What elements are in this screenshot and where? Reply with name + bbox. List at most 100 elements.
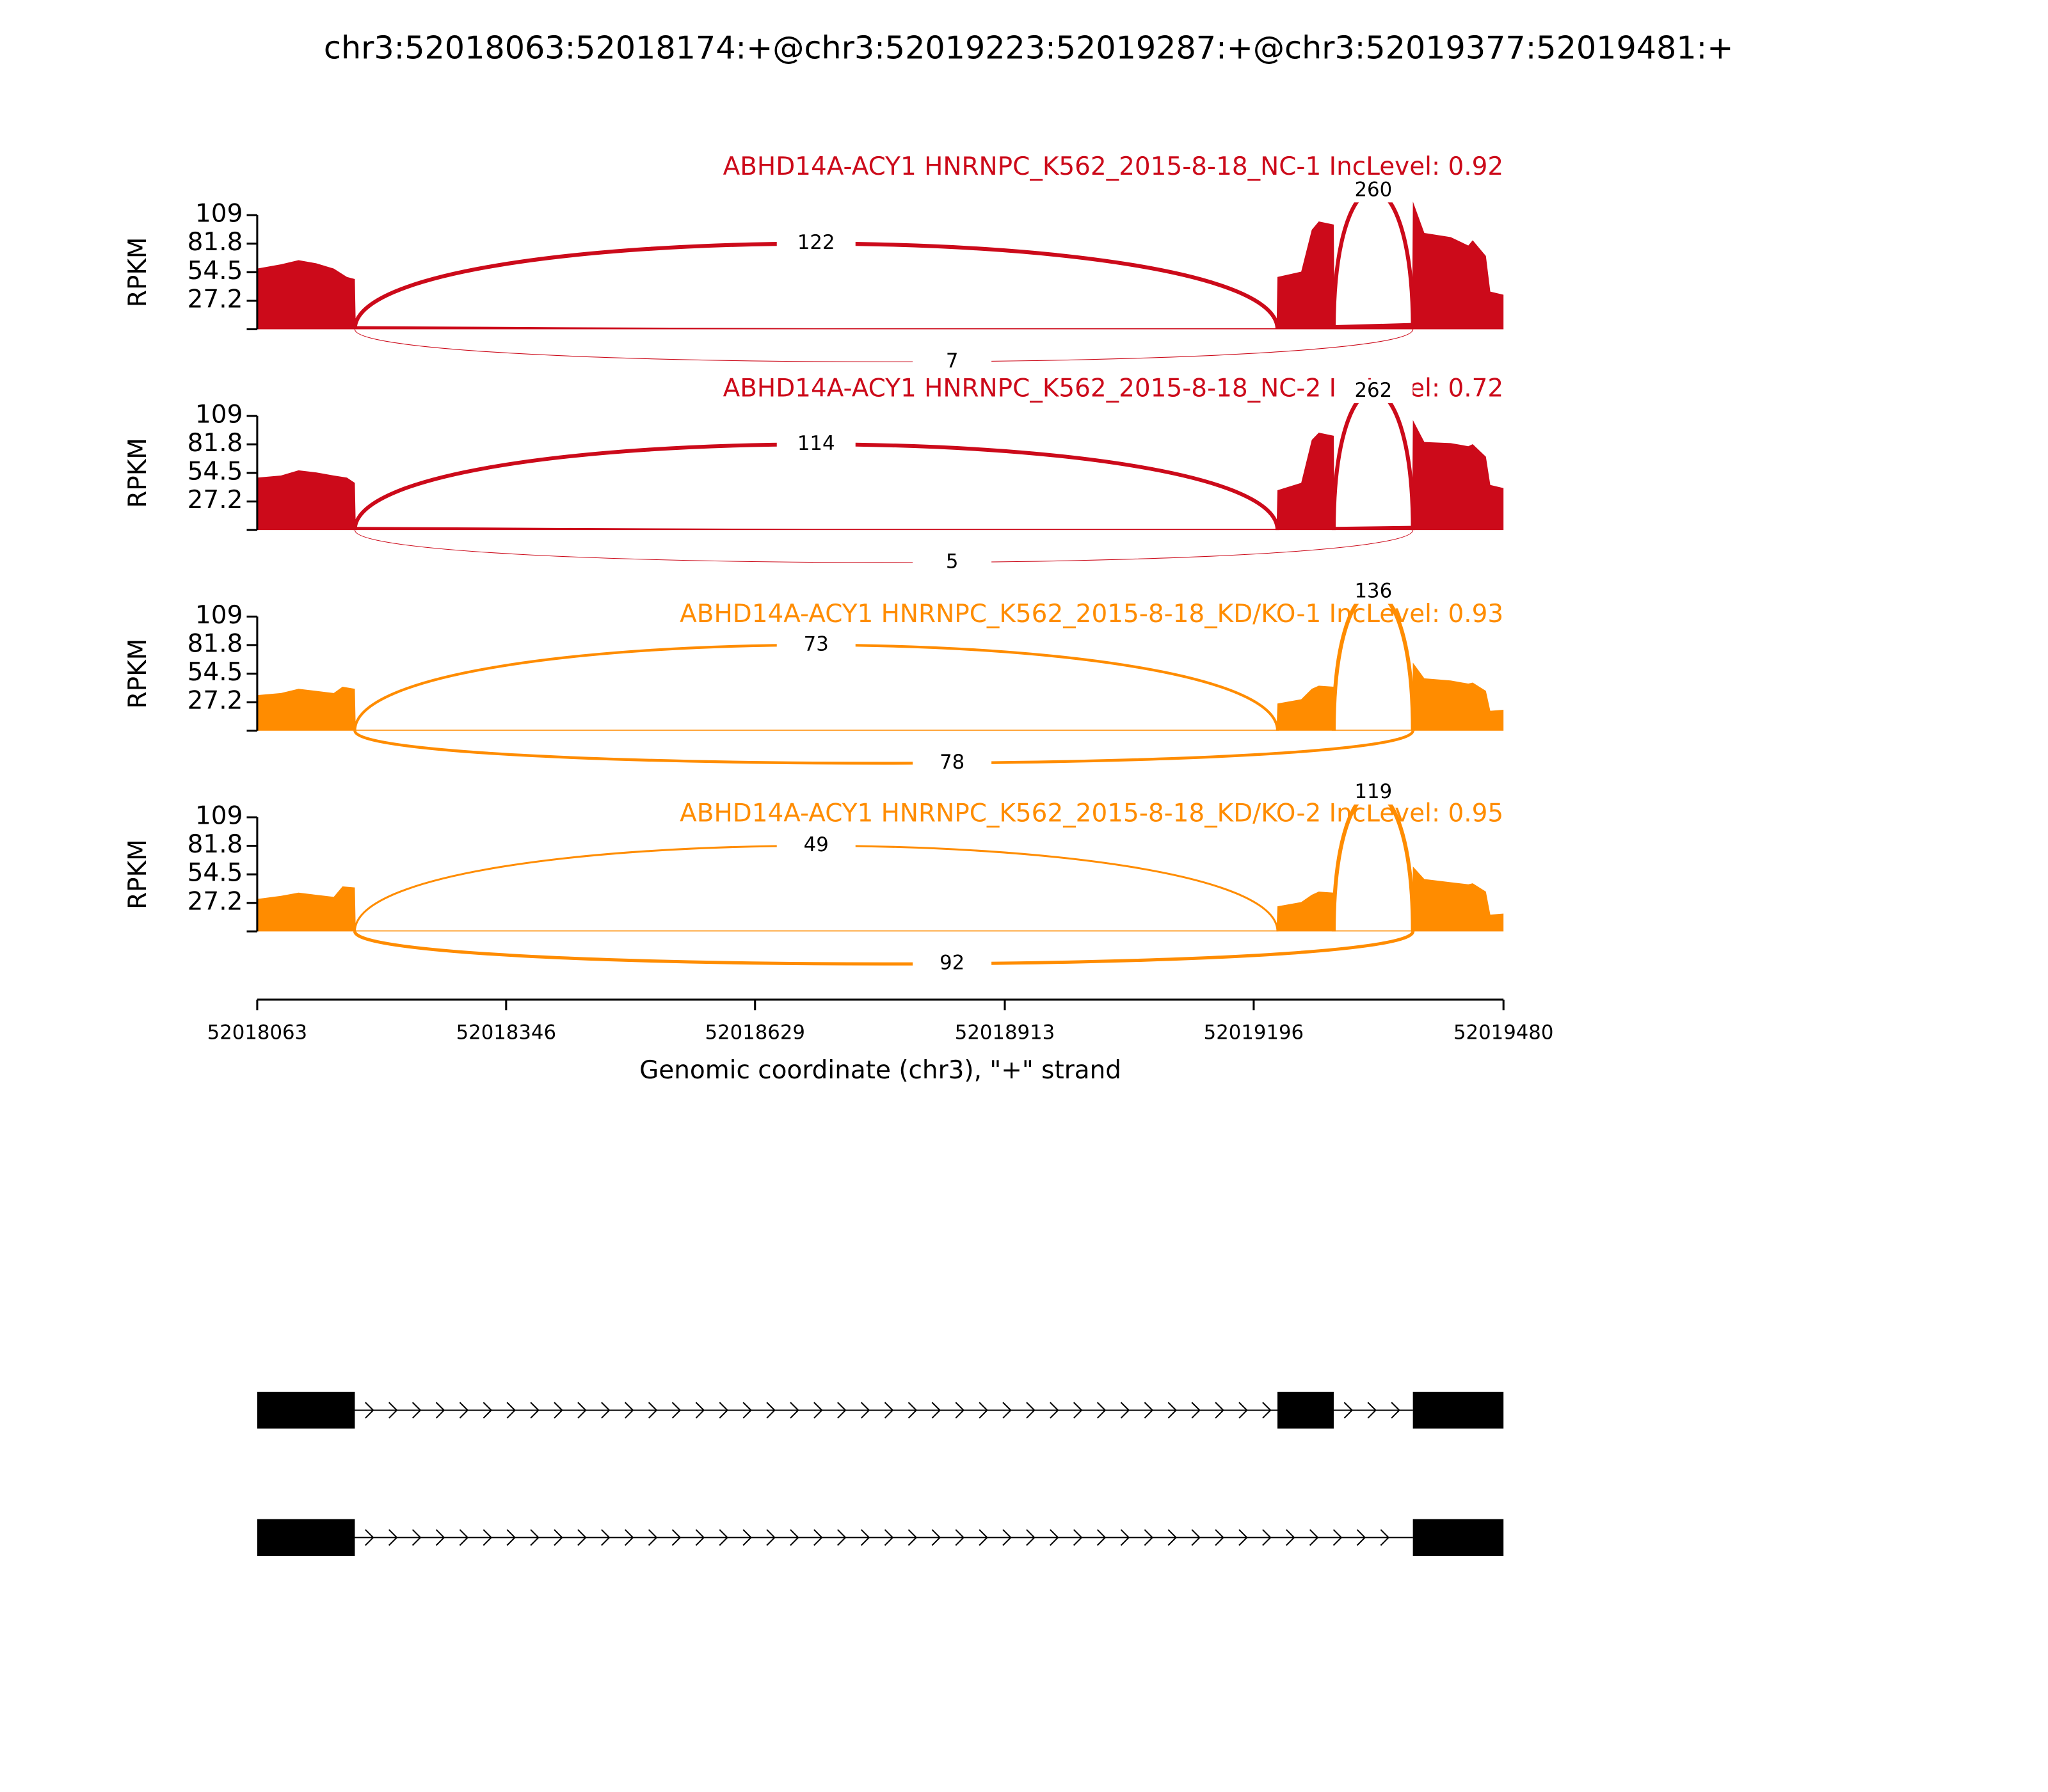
strand-arrow xyxy=(766,1402,776,1419)
junction-label-bg xyxy=(913,952,992,976)
strand-arrow xyxy=(955,1402,964,1419)
strand-arrow xyxy=(435,1529,445,1546)
strand-arrow xyxy=(931,1529,941,1546)
strand-arrow xyxy=(908,1402,918,1419)
y-tick-label: 81.8 xyxy=(188,228,243,257)
strand-arrow xyxy=(1391,1402,1400,1419)
y-tick-label: 109 xyxy=(195,400,243,429)
y-tick-label: 27.2 xyxy=(188,887,243,916)
junction-label: 260 xyxy=(1354,178,1392,201)
y-tick-label: 54.5 xyxy=(188,859,243,888)
junction-arc xyxy=(353,845,1279,932)
junction-label-bg xyxy=(1334,580,1413,604)
strand-arrow xyxy=(459,1402,469,1419)
strand-arrow xyxy=(483,1402,493,1419)
strand-arrow xyxy=(577,1529,587,1546)
strand-arrow xyxy=(412,1402,422,1419)
junction-label-bg xyxy=(913,550,992,575)
strand-arrow xyxy=(388,1402,398,1419)
strand-arrow xyxy=(742,1402,752,1419)
strand-arrow xyxy=(1096,1529,1107,1546)
strand-arrow xyxy=(1144,1529,1154,1546)
y-tick-label: 27.2 xyxy=(188,285,243,314)
strand-arrow xyxy=(1215,1529,1224,1546)
panel-title: ABHD14A-ACY1 HNRNPC_K562_2015-8-18_NC-1 … xyxy=(723,152,1504,181)
junction-label-bg xyxy=(1334,179,1413,203)
coverage-area xyxy=(257,866,1504,932)
strand-arrow xyxy=(1191,1402,1201,1419)
junction-arc xyxy=(353,643,1279,731)
strand-arrow xyxy=(365,1529,374,1546)
junction-arc xyxy=(354,329,1414,362)
strand-arrow xyxy=(860,1402,870,1419)
junction-arc xyxy=(1331,389,1415,531)
junction-arc xyxy=(1331,189,1415,330)
strand-arrow xyxy=(365,1402,374,1419)
coverage-area xyxy=(257,662,1504,731)
junction-arc xyxy=(353,931,1415,966)
y-axis-label: RPKM xyxy=(124,438,152,508)
strand-arrow xyxy=(1050,1529,1059,1546)
junction-label-bg xyxy=(1334,379,1413,403)
y-tick-label: 54.5 xyxy=(188,658,243,687)
junction-label: 262 xyxy=(1354,379,1392,402)
strand-arrow xyxy=(766,1529,776,1546)
y-tick-label: 81.8 xyxy=(188,830,243,859)
strand-arrow xyxy=(624,1529,634,1546)
x-tick-label: 52018063 xyxy=(207,1021,307,1044)
strand-arrow xyxy=(648,1529,658,1546)
coverage-area xyxy=(257,201,1504,330)
panel-title: ABHD14A-ACY1 HNRNPC_K562_2015-8-18_KD/KO… xyxy=(680,600,1503,628)
strand-arrow xyxy=(577,1402,587,1419)
junction-label-bg xyxy=(776,232,856,256)
strand-arrow xyxy=(955,1529,964,1546)
junction-label-bg xyxy=(776,432,856,456)
junction-label: 5 xyxy=(946,550,959,573)
strand-arrow xyxy=(554,1402,563,1419)
y-tick-label: 81.8 xyxy=(188,629,243,658)
junction-label: 49 xyxy=(804,833,829,856)
exon xyxy=(257,1519,355,1556)
y-tick-label: 109 xyxy=(195,200,243,228)
x-tick-label: 52018629 xyxy=(705,1021,805,1044)
strand-arrow xyxy=(790,1529,799,1546)
strand-arrow xyxy=(908,1529,918,1546)
strand-arrow xyxy=(1073,1529,1083,1546)
strand-arrow xyxy=(1343,1402,1354,1419)
junction-label-bg xyxy=(913,751,992,775)
strand-arrow xyxy=(506,1402,516,1419)
strand-arrow xyxy=(506,1529,516,1546)
junction-label-bg xyxy=(913,349,992,374)
strand-arrow xyxy=(1356,1529,1366,1546)
strand-arrow xyxy=(790,1402,799,1419)
strand-arrow xyxy=(979,1402,988,1419)
strand-arrow xyxy=(671,1402,682,1419)
y-tick-label: 81.8 xyxy=(188,429,243,458)
strand-arrow xyxy=(1120,1529,1130,1546)
y-axis-label: RPKM xyxy=(124,839,152,909)
strand-arrow xyxy=(1238,1529,1248,1546)
chart-title: chr3:52018063:52018174:+@chr3:52019223:5… xyxy=(324,29,1734,66)
y-tick-label: 109 xyxy=(195,601,243,630)
strand-arrow xyxy=(412,1529,422,1546)
junction-label: 136 xyxy=(1354,580,1392,603)
strand-arrow xyxy=(1238,1402,1248,1419)
y-tick-label: 54.5 xyxy=(188,257,243,285)
strand-arrow xyxy=(1050,1402,1059,1419)
strand-arrow xyxy=(742,1529,752,1546)
x-tick-label: 52018346 xyxy=(456,1021,556,1044)
strand-arrow xyxy=(1002,1529,1012,1546)
strand-arrow xyxy=(1309,1529,1319,1546)
strand-arrow xyxy=(648,1402,658,1419)
strand-arrow xyxy=(435,1402,445,1419)
y-tick-label: 27.2 xyxy=(188,486,243,515)
strand-arrow xyxy=(837,1402,847,1419)
strand-arrow xyxy=(388,1529,398,1546)
y-tick-label: 54.5 xyxy=(188,457,243,486)
junction-arc xyxy=(353,241,1280,330)
y-axis-label: RPKM xyxy=(124,237,152,307)
strand-arrow xyxy=(813,1529,823,1546)
strand-arrow xyxy=(979,1529,988,1546)
junction-label-bg xyxy=(776,834,856,858)
strand-arrow xyxy=(1262,1402,1272,1419)
